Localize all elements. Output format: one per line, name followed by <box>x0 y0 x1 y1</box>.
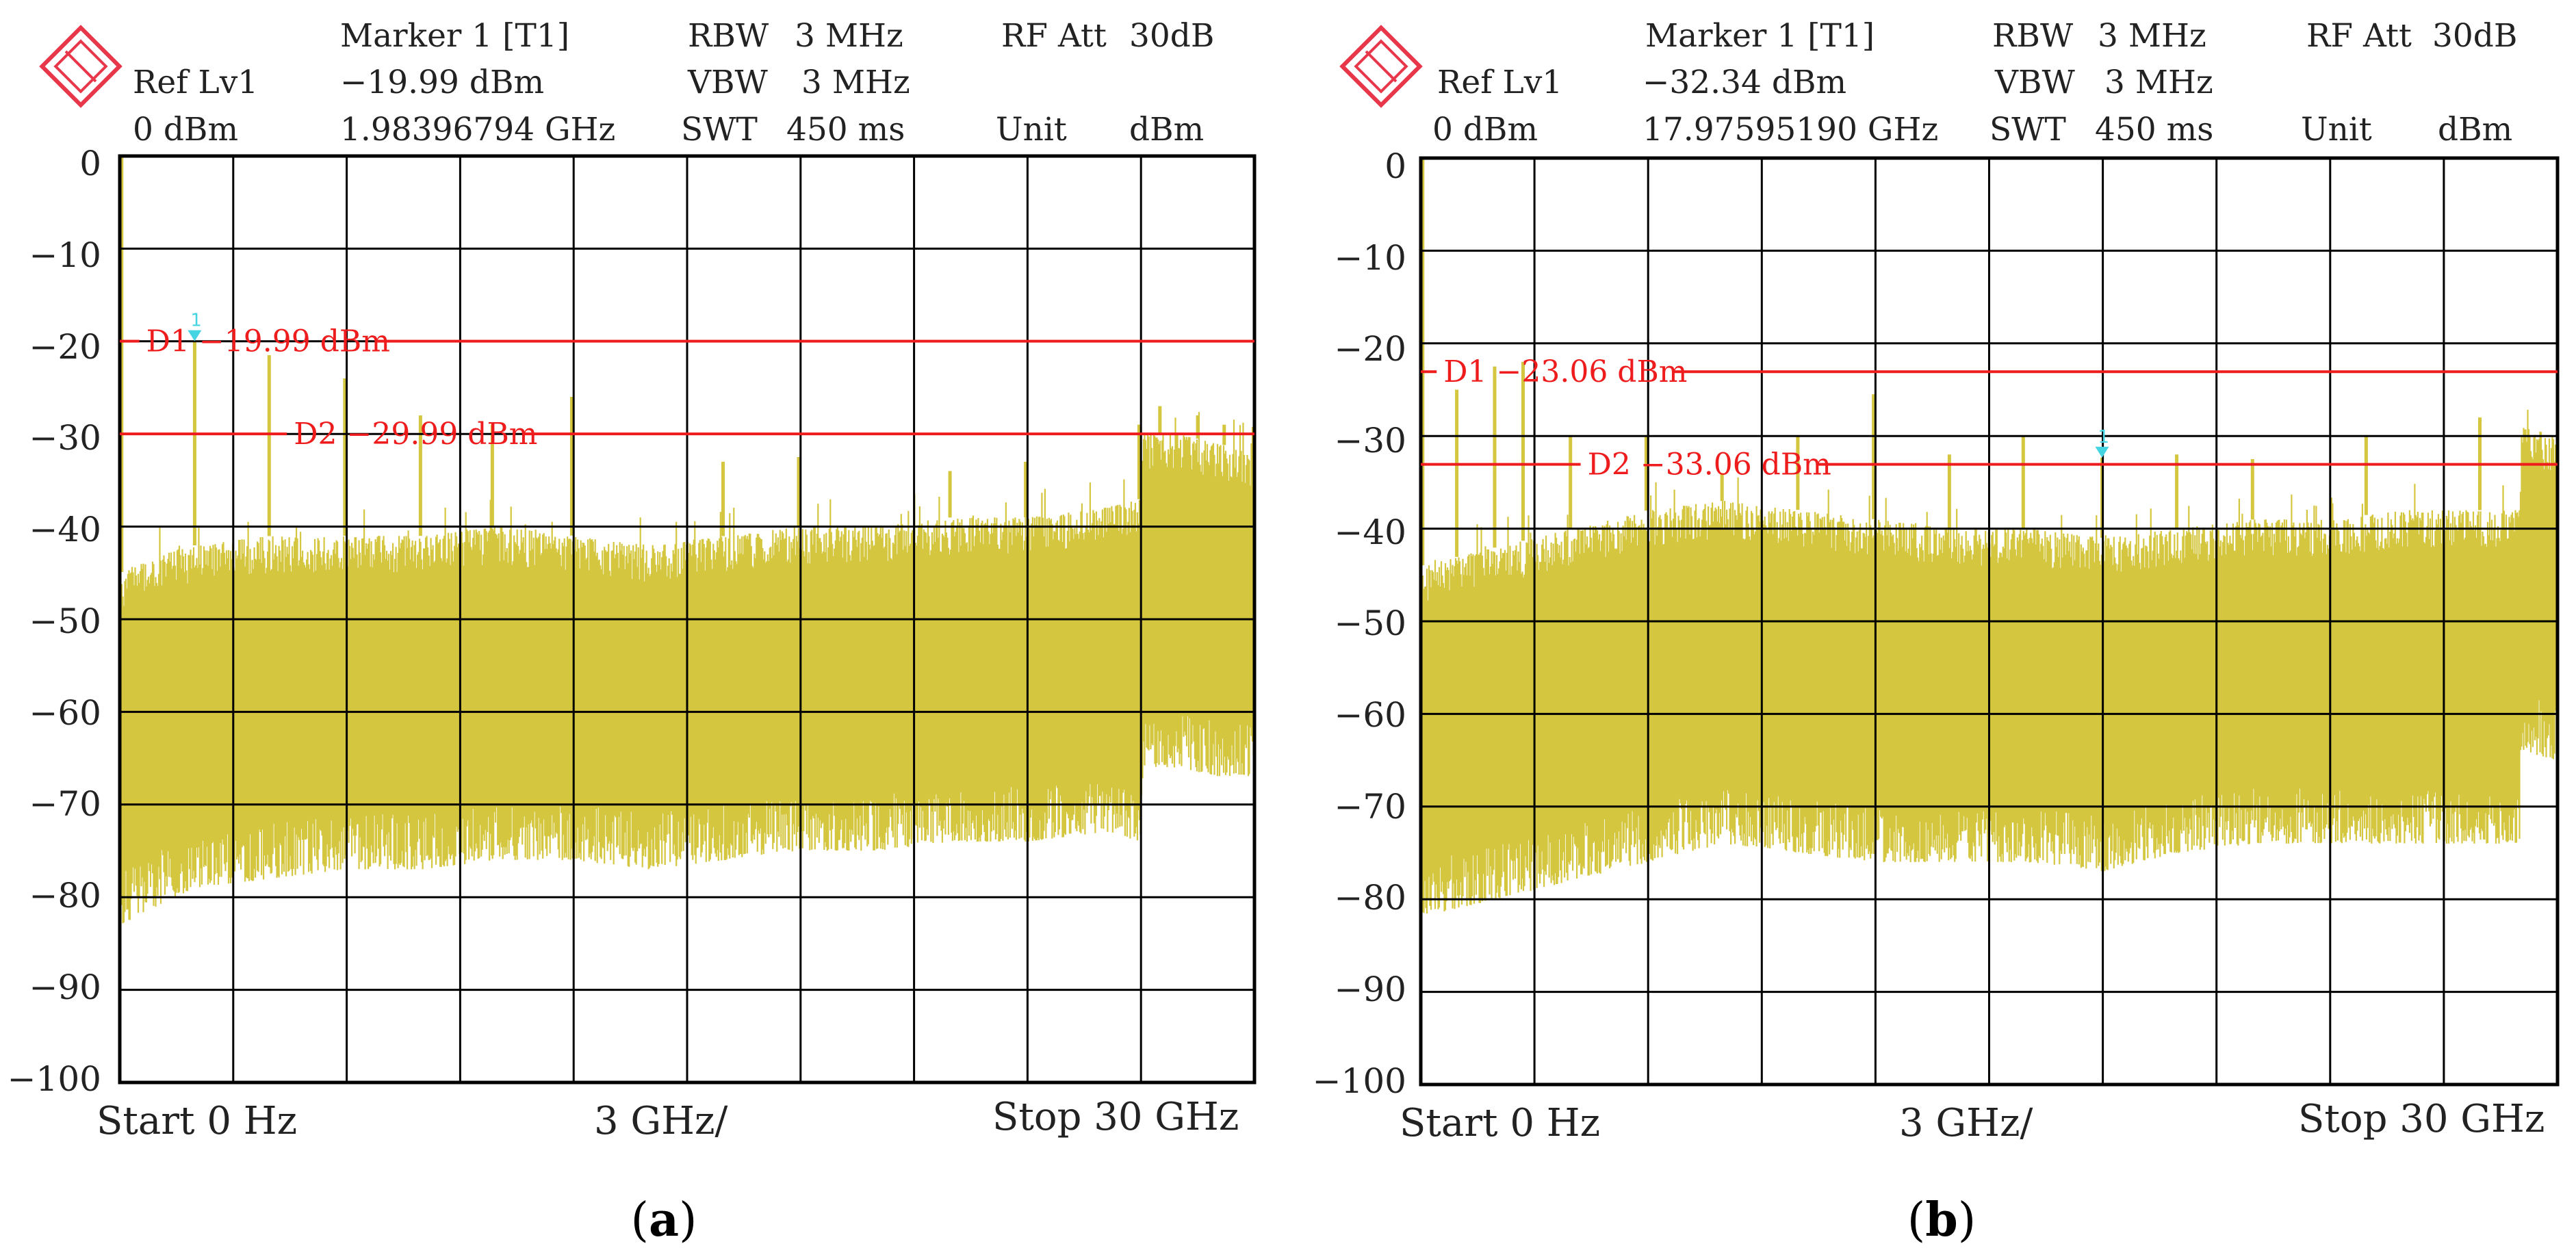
y-tick-label: −50 <box>29 601 101 641</box>
y-tick-label: −90 <box>29 968 101 1007</box>
y-tick-label: −30 <box>1334 421 1406 460</box>
rbw-label: RBW <box>1992 17 2074 55</box>
y-tick-label: −100 <box>1313 1061 1406 1101</box>
display-line-label: D1 −23.06 dBm <box>1443 354 1687 389</box>
y-tick-label: −90 <box>1334 970 1406 1009</box>
marker-level: −32.34 dBm <box>1643 64 1846 101</box>
marker-1-triangle <box>2095 446 2109 458</box>
ref-level-label: Ref Lv1 <box>133 64 258 101</box>
unit-label: Unit <box>2301 111 2372 148</box>
vbw-label: VBW <box>687 64 768 101</box>
y-tick-label: −10 <box>1334 238 1406 278</box>
marker-frequency: 1.98396794 GHz <box>340 111 615 148</box>
rbw-label: RBW <box>688 17 769 55</box>
marker-level: −19.99 dBm <box>340 64 544 101</box>
marker-1-number: 1 <box>190 311 202 331</box>
display-line-label: D1 −19.99 dBm <box>146 324 390 359</box>
unit-value: dBm <box>2438 111 2512 148</box>
unit-value: dBm <box>1129 111 1204 148</box>
start-frequency: Start 0 Hz <box>96 1099 297 1143</box>
y-tick-label: −40 <box>1334 512 1406 552</box>
y-tick-label: −50 <box>1334 603 1406 643</box>
spectrum-chart-b: Marker 1 [T1] RBW 3 MHz RF Att 30dB Ref … <box>1313 17 2560 1247</box>
frequency-span-per-division: 3 GHz/ <box>1899 1101 2033 1145</box>
marker-title: Marker 1 [T1] <box>340 17 569 55</box>
rohde-schwarz-logo <box>1339 25 1423 108</box>
display-line-label: D2 −33.06 dBm <box>1588 447 1831 482</box>
y-tick-label: −70 <box>1334 787 1406 827</box>
y-tick-label: −30 <box>29 418 101 458</box>
rohde-schwarz-logo <box>39 25 123 108</box>
y-tick-label: 0 <box>79 144 101 183</box>
frequency-span-per-division: 3 GHz/ <box>594 1099 728 1143</box>
y-tick-label: −20 <box>29 327 101 367</box>
caption-letter: a <box>649 1193 679 1247</box>
rfatt-label: RF Att <box>2306 17 2412 55</box>
swt-label: SWT <box>1989 111 2066 148</box>
vbw-label: VBW <box>1994 64 2075 101</box>
y-tick-label: −100 <box>8 1059 101 1099</box>
panel-caption: (b) <box>1907 1193 1976 1247</box>
rfatt-value: 30dB <box>2432 17 2517 55</box>
swt-value: 450 ms <box>786 111 905 148</box>
ref-level-label: Ref Lv1 <box>1437 64 1562 101</box>
unit-label: Unit <box>996 111 1067 148</box>
spectrum-panel-a: Marker 1 [T1] RBW 3 MHz RF Att 30dB Ref … <box>8 17 1257 1247</box>
vbw-value: 3 MHz <box>2104 64 2213 101</box>
y-tick-label: −60 <box>29 693 101 733</box>
marker-title: Marker 1 [T1] <box>1645 17 1875 55</box>
marker-1-number: 1 <box>2098 427 2109 447</box>
y-tick-label: −20 <box>1334 329 1406 369</box>
stop-frequency: Stop 30 GHz <box>992 1095 1239 1139</box>
rfatt-label: RF Att <box>1001 17 1107 55</box>
rbw-value: 3 MHz <box>795 17 903 55</box>
plot-frame <box>1419 156 2560 1087</box>
display-line-label: D2 −29.99 dBm <box>294 417 537 452</box>
y-tick-label: 0 <box>1384 146 1406 186</box>
y-tick-label: −70 <box>29 784 101 824</box>
y-tick-label: −40 <box>29 510 101 549</box>
plot-frame <box>118 154 1257 1085</box>
ref-level-value: 0 dBm <box>1432 111 1538 148</box>
y-tick-label: −60 <box>1334 695 1406 735</box>
spectrum-panel-b: Marker 1 [T1] RBW 3 MHz RF Att 30dB Ref … <box>1288 0 2576 1259</box>
marker-frequency: 17.97595190 GHz <box>1643 111 1938 148</box>
swt-label: SWT <box>681 111 758 148</box>
start-frequency: Start 0 Hz <box>1400 1101 1600 1145</box>
rbw-value: 3 MHz <box>2098 17 2206 55</box>
panel-caption: (a) <box>630 1193 697 1247</box>
rfatt-value: 30dB <box>1129 17 1214 55</box>
marker-1-triangle <box>188 330 202 341</box>
caption-letter: b <box>1925 1193 1958 1247</box>
y-tick-label: −80 <box>1334 878 1406 918</box>
stop-frequency: Stop 30 GHz <box>2298 1097 2545 1141</box>
y-tick-label: −80 <box>29 876 101 916</box>
y-tick-label: −10 <box>29 235 101 275</box>
spectrum-chart-a: Marker 1 [T1] RBW 3 MHz RF Att 30dB Ref … <box>8 17 1257 1247</box>
plot-area: D1 −19.99 dBm D2 −29.99 dBm 1 <box>118 154 1257 1085</box>
plot-area: D1 −23.06 dBm D2 −33.06 dBm 1 <box>1419 156 2560 1087</box>
ref-level-value: 0 dBm <box>133 111 238 148</box>
vbw-value: 3 MHz <box>801 64 910 101</box>
swt-value: 450 ms <box>2095 111 2213 148</box>
